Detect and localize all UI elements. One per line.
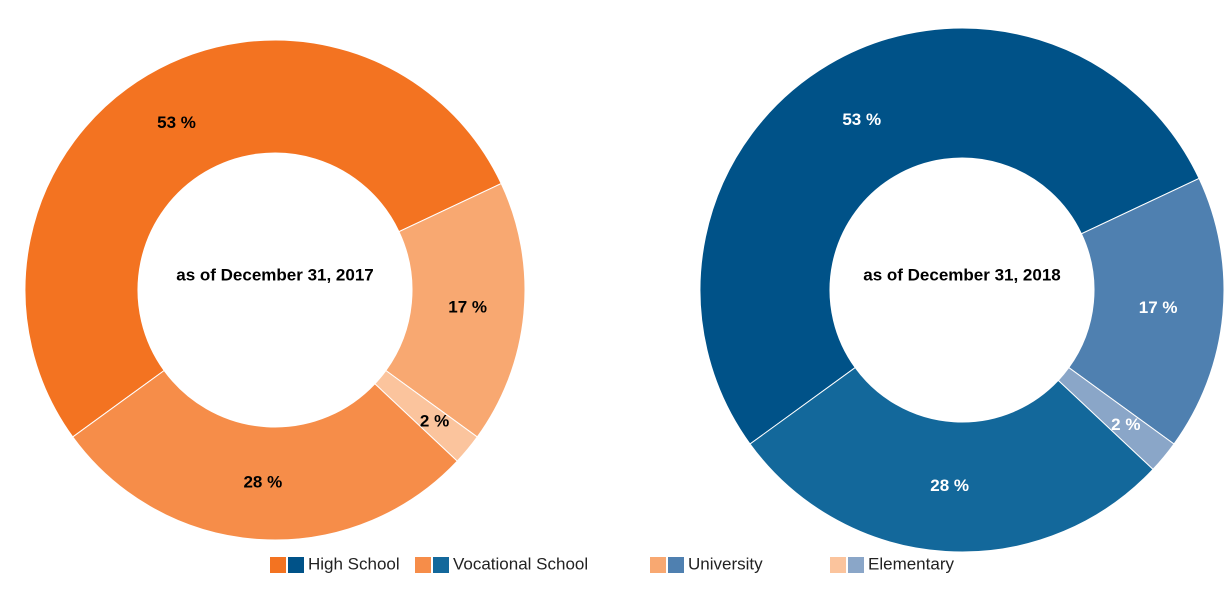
data-label: 2 % [1111, 415, 1140, 434]
data-label: 53 % [842, 110, 881, 129]
data-label: 17 % [1139, 298, 1178, 317]
slice [24, 39, 502, 438]
data-label: 53 % [157, 113, 196, 132]
slice [385, 182, 526, 438]
legend-swatch [270, 557, 286, 573]
legend-swatch [288, 557, 304, 573]
legend-swatch [433, 557, 449, 573]
slice [699, 27, 1200, 445]
slice [749, 366, 1154, 553]
legend-swatch [650, 557, 666, 573]
legend-label: High School [308, 554, 400, 573]
data-label: 28 % [243, 473, 282, 492]
center-label: as of December 31, 2018 [863, 265, 1061, 284]
legend-label: Vocational School [453, 554, 588, 573]
legend-swatch [848, 557, 864, 573]
data-label: 28 % [930, 476, 969, 495]
legend-label: University [688, 554, 763, 573]
legend-swatch [668, 557, 684, 573]
slice [1068, 177, 1224, 445]
legend-swatch [415, 557, 431, 573]
center-label: as of December 31, 2017 [176, 265, 374, 284]
legend-swatch [830, 557, 846, 573]
data-label: 17 % [448, 298, 487, 317]
data-label: 2 % [420, 411, 449, 430]
slice [72, 369, 458, 541]
legend-label: Elementary [868, 554, 954, 573]
